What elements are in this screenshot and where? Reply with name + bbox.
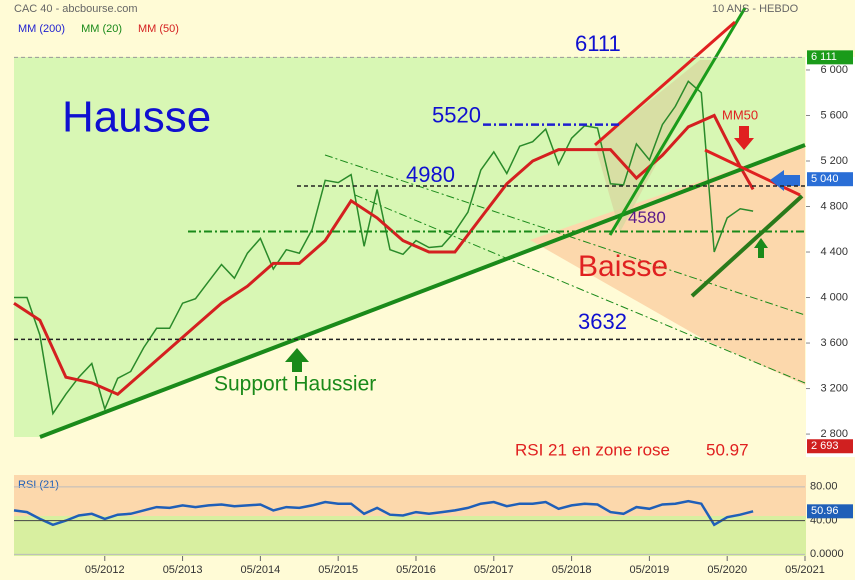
x-tick-label: 05/2013 [163, 564, 203, 576]
legend-label: MM (20) [81, 23, 122, 35]
level-label: 3632 [578, 309, 627, 334]
level-label: 4980 [406, 162, 455, 187]
y-tick-label: 6 000 [820, 64, 848, 76]
channel-line [354, 194, 806, 384]
trend-line [704, 148, 801, 197]
y-tick-label: 4 400 [820, 246, 848, 258]
y-tick-label: 5 200 [820, 155, 848, 167]
y-tick-label: 3 200 [820, 382, 848, 394]
axis-area [806, 57, 855, 457]
trend-line [608, 7, 747, 236]
x-tick-label: 05/2012 [85, 564, 125, 576]
y-tick-label: 5 600 [820, 109, 848, 121]
trend-line [690, 194, 804, 298]
annotation: 50.97 [706, 440, 749, 459]
y-tick-label: 4 800 [820, 200, 848, 212]
y-tick-label: 2 800 [820, 428, 848, 440]
header-period: 10 ANS - HEBDO [712, 3, 799, 15]
x-tick-label: 05/2015 [318, 564, 358, 576]
annotation: MM50 [722, 107, 758, 122]
support-line [39, 143, 806, 439]
axis-marker-label: 6 111 [811, 51, 837, 63]
axis-marker-label: 2 693 [811, 440, 839, 452]
axis-marker-label: 5 040 [811, 173, 839, 185]
arrow-up [754, 238, 768, 258]
price-line [14, 80, 754, 416]
x-tick-label: 05/2020 [707, 564, 747, 576]
axis-marker [807, 504, 853, 519]
axis-marker [807, 50, 853, 65]
y-tick-label: 4 000 [820, 291, 848, 303]
x-tick-label: 05/2014 [240, 564, 280, 576]
annotation: Baisse [578, 250, 668, 283]
arrow-up [285, 348, 309, 372]
y-tick-label: 0.0000 [810, 548, 844, 560]
level-label: 4580 [628, 208, 666, 227]
rsi-low-zone [14, 516, 806, 556]
axis-marker [807, 172, 853, 187]
baisse-zone [530, 145, 805, 385]
level-label: 5520 [432, 102, 481, 127]
x-tick-label: 05/2017 [474, 564, 514, 576]
x-tick-label: 05/2021 [785, 564, 825, 576]
wedge-zone [595, 60, 712, 232]
ma50-line [13, 113, 755, 396]
arrow-left [770, 170, 800, 191]
rsi-line [13, 499, 754, 527]
x-tick-label: 05/2016 [396, 564, 436, 576]
annotation: RSI 21 en zone rose [515, 440, 670, 459]
annotation: Support Haussier [214, 373, 376, 396]
annotation: Hausse [62, 93, 211, 142]
rsi-high-zone [14, 475, 806, 516]
x-tick-label: 05/2019 [630, 564, 670, 576]
axis-marker [807, 439, 853, 454]
rsi-title: RSI (21) [18, 479, 59, 491]
y-tick-label: 3 600 [820, 337, 848, 349]
x-tick-label: 05/2018 [552, 564, 592, 576]
y-tick-label: 80.00 [810, 481, 838, 493]
axis-marker-label: 50.96 [811, 505, 839, 517]
level-label: 6111 [575, 31, 621, 56]
arrow-down [734, 126, 754, 150]
legend-label: MM (200) [18, 23, 65, 35]
header-title: CAC 40 - abcbourse.com [14, 3, 138, 15]
legend-label: MM (50) [138, 23, 179, 35]
